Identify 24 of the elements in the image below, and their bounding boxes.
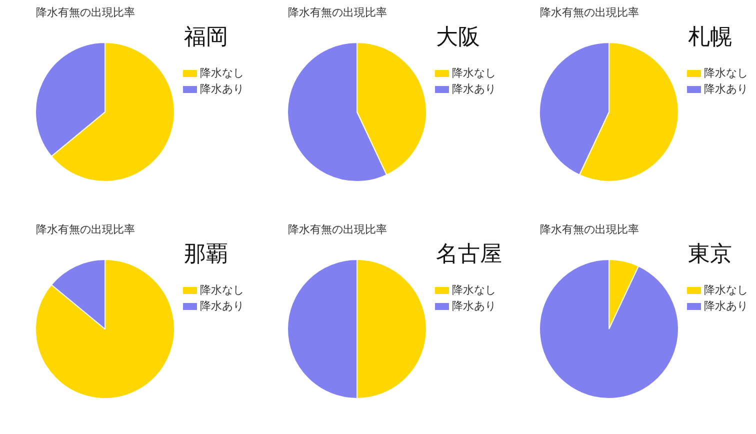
legend-label: 降水なし — [452, 66, 496, 80]
legend-label: 降水あり — [200, 299, 244, 312]
legend-label: 降水なし — [704, 66, 748, 80]
legend-label: 降水あり — [452, 82, 496, 96]
chart-subtitle: 福岡 — [184, 25, 228, 50]
chart-subtitle: 名古屋 — [436, 242, 502, 267]
chart-title: 降水有無の出現比率 — [288, 223, 387, 236]
chart-title: 降水有無の出現比率 — [540, 223, 639, 236]
legend-label: 降水あり — [200, 82, 244, 96]
chart-title: 降水有無の出現比率 — [540, 6, 639, 19]
legend-label: 降水あり — [452, 299, 496, 312]
legend-label: 降水あり — [704, 299, 748, 312]
legend-label: 降水なし — [704, 283, 748, 296]
legend-label: 降水なし — [452, 283, 496, 296]
chart-subtitle: 東京 — [688, 242, 732, 267]
chart-subtitle: 那覇 — [184, 242, 228, 267]
legend-label: 降水あり — [704, 82, 748, 96]
chart-title: 降水有無の出現比率 — [36, 223, 135, 236]
chart-subtitle: 札幌 — [688, 25, 732, 50]
legend-label: 降水なし — [200, 66, 244, 80]
chart-title: 降水有無の出現比率 — [36, 6, 135, 19]
legend-label: 降水なし — [200, 283, 244, 296]
chart-subtitle: 大阪 — [436, 25, 480, 50]
chart-title: 降水有無の出現比率 — [288, 6, 387, 19]
